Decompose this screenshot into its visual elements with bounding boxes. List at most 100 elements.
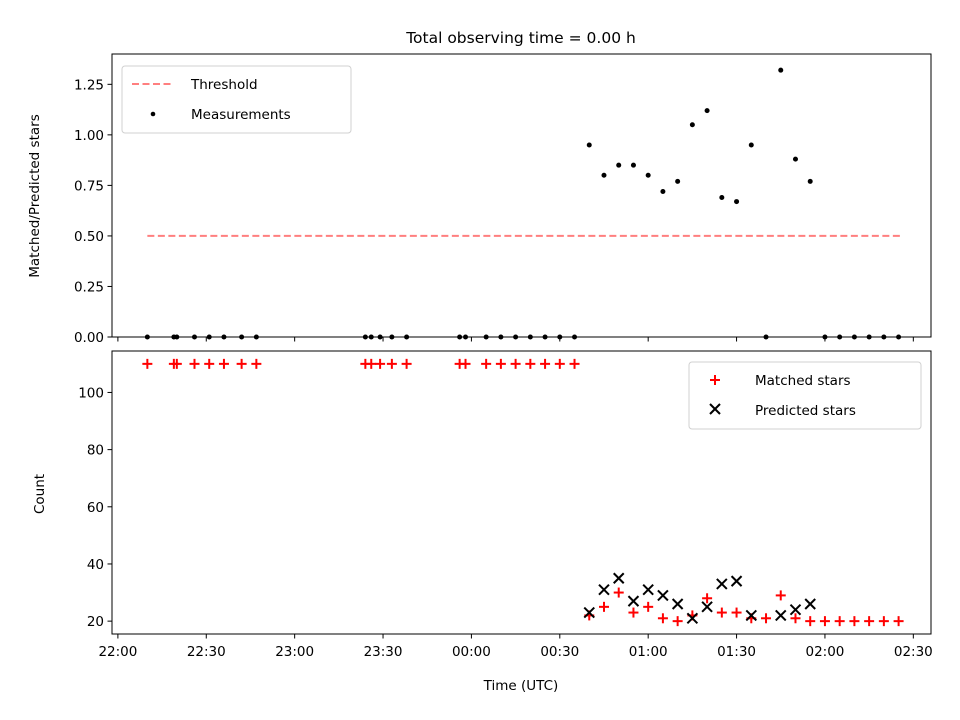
bottom-x-tick-label: 00:30 [540, 644, 579, 660]
bottom-legend-box [688, 361, 922, 430]
predicted-star-marker-b [627, 595, 640, 607]
bottom-x-tick-label: 02:30 [894, 644, 933, 660]
matched-star-marker [171, 358, 182, 369]
matched-star-marker [864, 616, 875, 627]
predicted-star-marker [686, 612, 699, 624]
matched-star-marker [386, 358, 397, 369]
predicted-star-marker-b [583, 606, 595, 619]
legend-predicted-swatch [709, 403, 721, 415]
matched-star-marker [702, 593, 713, 604]
bottom-y-tick-label: 60 [87, 500, 104, 516]
matched-star-marker [495, 358, 506, 369]
matched-star-marker [849, 616, 860, 627]
bottom-x-tick-label: 01:00 [629, 644, 668, 660]
top-y-tick-label: 1.00 [74, 128, 104, 144]
legend-matched-swatch [710, 375, 720, 385]
matched-star-marker [375, 358, 386, 369]
matched-star-marker [481, 358, 492, 369]
matched-star-marker [878, 616, 889, 627]
matched-star-marker [401, 358, 412, 369]
bottom-y-axis-label: Count [32, 474, 48, 514]
measurement-point [601, 172, 607, 178]
predicted-star-marker [804, 598, 816, 610]
measurement-point [689, 122, 695, 128]
matched-star-marker [672, 616, 683, 627]
bottom-axes-frame [111, 350, 932, 635]
predicted-star-marker [671, 598, 684, 610]
matched-star-marker [731, 607, 742, 618]
matched-star-marker [834, 616, 845, 627]
top-legend: Threshold Measurements [121, 65, 352, 134]
legend-measurements-swatch [150, 111, 156, 117]
matched-star-marker [554, 358, 565, 369]
matched-star-marker [525, 358, 536, 369]
predicted-star-marker-b [701, 601, 713, 613]
predicted-star-marker [716, 578, 728, 590]
legend-predicted-label: Predicted stars [755, 403, 856, 419]
measurement-point [778, 67, 784, 73]
matched-star-marker [204, 358, 215, 369]
measurement-point [719, 195, 725, 201]
predicted-star-marker-b [657, 589, 669, 602]
measurement-point [792, 156, 798, 162]
top-y-tick-label: 0.50 [74, 229, 104, 245]
predicted-star-marker-b [686, 612, 699, 624]
measurement-point [586, 142, 592, 148]
measurement-point [675, 178, 681, 184]
predicted-star-marker [613, 572, 625, 584]
matched-star-marker [628, 607, 639, 618]
predicted-star-marker-b [730, 575, 743, 587]
matched-star-marker [218, 358, 229, 369]
predicted-star-marker-b [775, 609, 787, 622]
measurement-point [807, 178, 813, 184]
matched-star-marker [613, 587, 624, 598]
legend-threshold-label: Threshold [190, 77, 258, 93]
predicted-star-marker-b [804, 598, 816, 610]
bottom-x-tick-label: 01:30 [717, 644, 756, 660]
bottom-x-tick-label: 02:00 [805, 644, 844, 660]
predicted-star-marker-b [598, 583, 610, 596]
matched-star-marker [366, 358, 377, 369]
bottom-x-tick-label: 00:00 [452, 644, 491, 660]
matched-star-marker [657, 613, 668, 624]
bottom-y-tick-label: 20 [87, 614, 104, 630]
measurement-point [660, 188, 666, 194]
matched-star-marker [142, 358, 153, 369]
matched-star-marker [761, 613, 772, 624]
matched-star-marker [251, 358, 262, 369]
measurement-point [734, 199, 740, 205]
top-axes-frame [111, 53, 932, 338]
bottom-x-tick-label: 22:30 [187, 644, 226, 660]
predicted-star-marker [583, 606, 595, 619]
predicted-star-marker-b [642, 583, 654, 596]
matched-star-marker [460, 358, 471, 369]
predicted-star-marker [657, 589, 669, 602]
top-y-tick-label: 0.25 [74, 279, 104, 295]
bottom-plot-area: 22:00 22:30 23:00 23:30 00:00 00:30 01:00 01:30… [78, 350, 933, 660]
top-y-tick-label: 0.75 [74, 178, 104, 194]
predicted-star-marker [789, 603, 802, 616]
top-y-axis-label: Matched/Predicted stars [27, 114, 43, 277]
matched-star-marker [189, 358, 200, 369]
predicted-star-marker-b [613, 572, 625, 584]
predicted-star-marker [598, 583, 610, 596]
predicted-star-marker-b [716, 578, 728, 590]
top-y-tick-label: 0.00 [74, 330, 104, 346]
predicted-star-marker [627, 595, 640, 607]
top-chart-title: Total observing time = 0.00 h [405, 29, 636, 47]
matched-star-marker [893, 616, 904, 627]
bottom-y-tick-label: 80 [87, 443, 104, 459]
matched-star-marker [775, 590, 786, 601]
bottom-legend: Matched stars Predicted stars [688, 361, 922, 430]
matched-star-marker [510, 358, 521, 369]
matched-star-marker [790, 613, 801, 624]
measurement-point [616, 162, 622, 168]
bottom-x-tick-label: 23:30 [364, 644, 403, 660]
legend-measurements-label: Measurements [191, 107, 291, 123]
top-y-tick-label: 1.25 [74, 77, 104, 93]
matched-star-marker [716, 607, 727, 618]
matched-star-marker [540, 358, 551, 369]
predicted-star-marker-b [745, 609, 757, 622]
bottom-x-tick-label: 23:00 [275, 644, 314, 660]
measurement-point [645, 172, 651, 178]
